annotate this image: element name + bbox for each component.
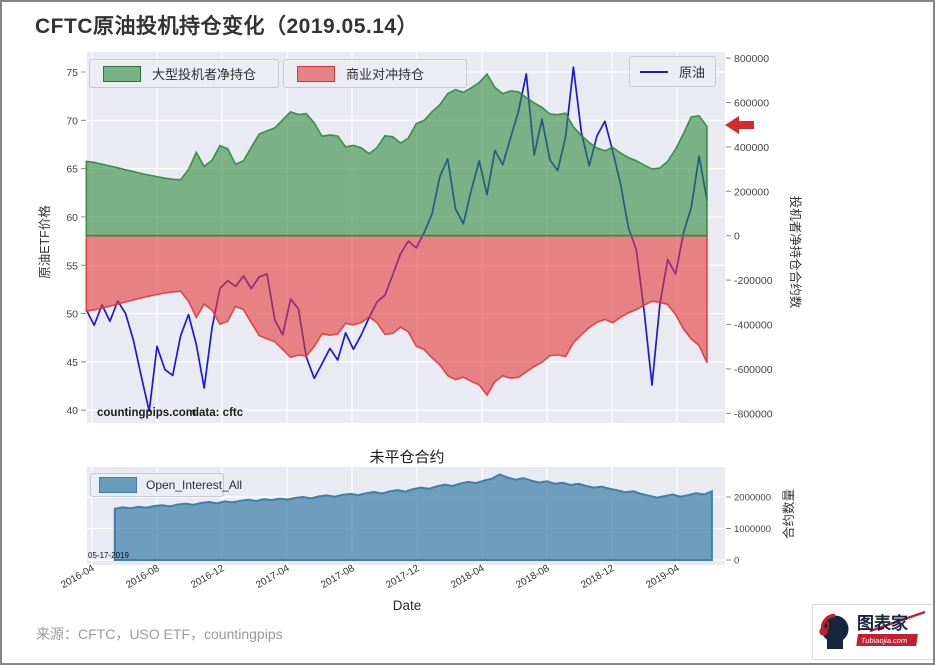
green-area-swatch — [103, 65, 141, 82]
legend-label: Open_Interest_All — [146, 478, 243, 492]
svg-text:200000: 200000 — [734, 186, 769, 198]
svg-text:0: 0 — [734, 231, 740, 243]
svg-text:2018-08: 2018-08 — [514, 563, 552, 591]
svg-text:-200000: -200000 — [734, 275, 773, 287]
svg-text:2016-12: 2016-12 — [189, 563, 227, 591]
legend-label: 大型投机者净持仓 — [152, 67, 257, 82]
svg-text:70: 70 — [66, 115, 78, 127]
brand-logo-graphic: 图表家 Tubiaojia.com — [819, 610, 926, 649]
svg-text:0: 0 — [734, 556, 739, 567]
legend-large-speculators: 大型投机者净持仓 — [89, 59, 279, 88]
svg-text:65: 65 — [66, 164, 78, 176]
svg-text:-600000: -600000 — [734, 364, 773, 376]
svg-text:55: 55 — [66, 260, 78, 272]
legend-label: 商业对冲持仓 — [346, 67, 425, 82]
svg-text:1000000: 1000000 — [734, 524, 771, 535]
head-icon — [819, 613, 849, 649]
watermark-data-cftc: data: cftc — [192, 407, 244, 419]
svg-text:2017-12: 2017-12 — [384, 563, 422, 591]
series-large-speculators-area — [85, 72, 708, 237]
red-left-arrow-icon — [725, 116, 754, 134]
brand-name-text: 图表家 — [857, 613, 908, 633]
brand-logo: 图表家 Tubiaojia.com — [812, 604, 933, 660]
svg-text:75: 75 — [66, 67, 78, 79]
svg-text:Tubiaojia.com: Tubiaojia.com — [860, 636, 908, 645]
page-title: CFTC原油投机持仓变化（2019.05.14） — [35, 15, 419, 38]
svg-text:2018-04: 2018-04 — [449, 563, 487, 591]
x-axis-label: Date — [392, 598, 422, 613]
legend-open-interest: Open_Interest_All — [90, 473, 242, 497]
legend-crude-oil: 原油 — [629, 56, 716, 87]
svg-text:40: 40 — [66, 405, 78, 417]
svg-text:-400000: -400000 — [734, 320, 773, 332]
logo-swoosh — [869, 610, 926, 633]
series-open-interest-area — [113, 473, 713, 561]
svg-text:投机者净持仓合约数: 投机者净持仓合约数 — [788, 196, 803, 309]
last-date-annotation: 05-17-2019 — [88, 551, 129, 560]
brand-banner: Tubiaojia.com — [856, 634, 918, 646]
svg-text:800000: 800000 — [734, 53, 769, 65]
blue-line-swatch — [640, 70, 668, 73]
svg-text:-800000: -800000 — [734, 408, 773, 420]
svg-text:600000: 600000 — [734, 98, 769, 110]
svg-text:2000000: 2000000 — [734, 493, 771, 504]
legend-commercial-hedge: 商业对冲持仓 — [283, 59, 467, 88]
svg-text:合约数量: 合约数量 — [781, 489, 796, 539]
svg-text:60: 60 — [66, 212, 78, 224]
svg-text:2017-08: 2017-08 — [319, 563, 357, 591]
headphone-icon — [820, 613, 836, 630]
svg-text:45: 45 — [66, 357, 78, 369]
legend-label: 原油 — [679, 65, 706, 80]
oi-area-swatch — [99, 477, 137, 493]
red-area-swatch — [297, 65, 335, 82]
svg-text:2016-04: 2016-04 — [59, 563, 97, 591]
svg-text:2018-12: 2018-12 — [579, 563, 617, 591]
svg-text:2019-04: 2019-04 — [644, 563, 682, 591]
svg-text:2017-04: 2017-04 — [254, 563, 292, 591]
svg-text:原油ETF价格: 原油ETF价格 — [37, 205, 52, 279]
svg-text:400000: 400000 — [734, 142, 769, 154]
svg-text:2016-08: 2016-08 — [124, 563, 162, 591]
bottom-chart-title: 未平仓合约 — [369, 449, 445, 466]
watermark-countingpips: countingpips.com — [97, 407, 196, 419]
series-commercial-hedge-area — [85, 234, 708, 397]
svg-text:50: 50 — [66, 309, 78, 321]
source-note: 来源：CFTC，USO ETF，countingpips — [36, 626, 283, 642]
